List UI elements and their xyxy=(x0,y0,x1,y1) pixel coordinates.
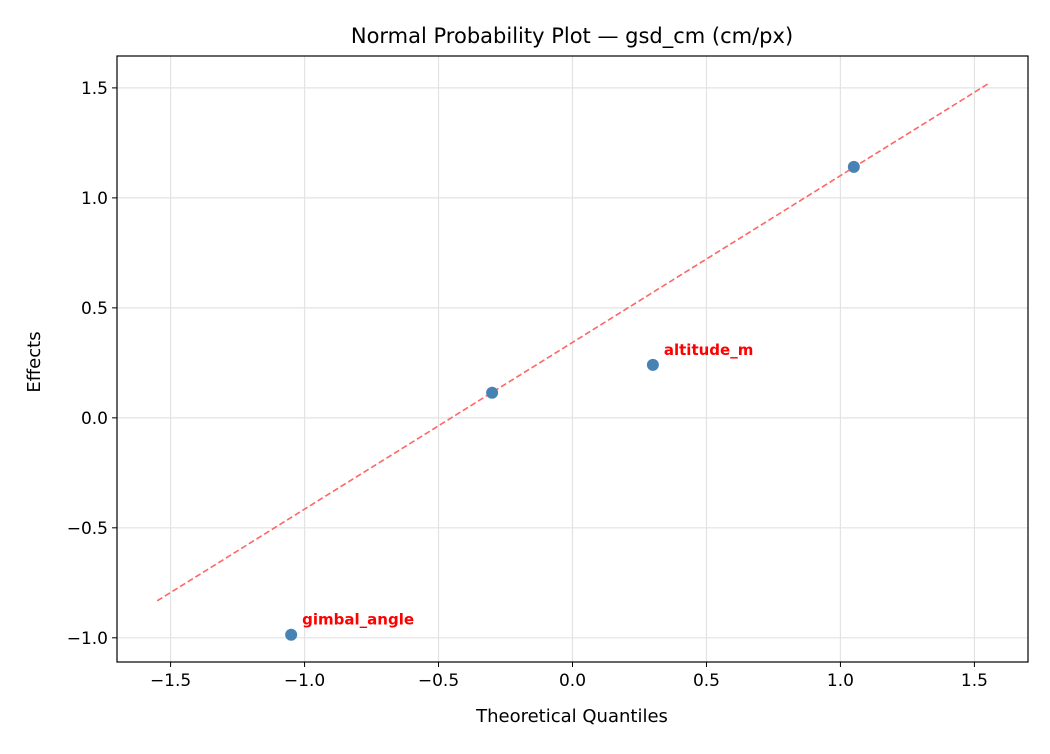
y-tick-label: 0.0 xyxy=(81,409,108,429)
y-tick-label: 0.5 xyxy=(81,299,108,319)
x-tick-label: 0.0 xyxy=(559,671,586,691)
x-tick-label: 0.5 xyxy=(693,671,720,691)
x-tick-label: −1.5 xyxy=(150,671,191,691)
y-tick-label: 1.0 xyxy=(81,189,108,209)
x-tick-label: −1.0 xyxy=(284,671,325,691)
y-tick-label: 1.5 xyxy=(81,79,108,99)
data-point xyxy=(285,628,298,641)
x-axis-label: Theoretical Quantiles xyxy=(475,706,668,727)
point-label: altitude_m xyxy=(664,341,753,359)
x-tick-label: 1.5 xyxy=(961,671,988,691)
chart-title: Normal Probability Plot — gsd_cm (cm/px) xyxy=(351,24,793,49)
x-tick-label: −0.5 xyxy=(418,671,459,691)
data-point xyxy=(847,160,860,173)
data-point xyxy=(646,358,659,371)
data-point xyxy=(486,386,499,399)
point-label: gimbal_angle xyxy=(302,611,414,629)
x-tick-label: 1.0 xyxy=(827,671,854,691)
y-tick-label: −1.0 xyxy=(67,629,108,649)
y-axis-label: Effects xyxy=(24,331,45,392)
y-tick-label: −0.5 xyxy=(67,519,108,539)
